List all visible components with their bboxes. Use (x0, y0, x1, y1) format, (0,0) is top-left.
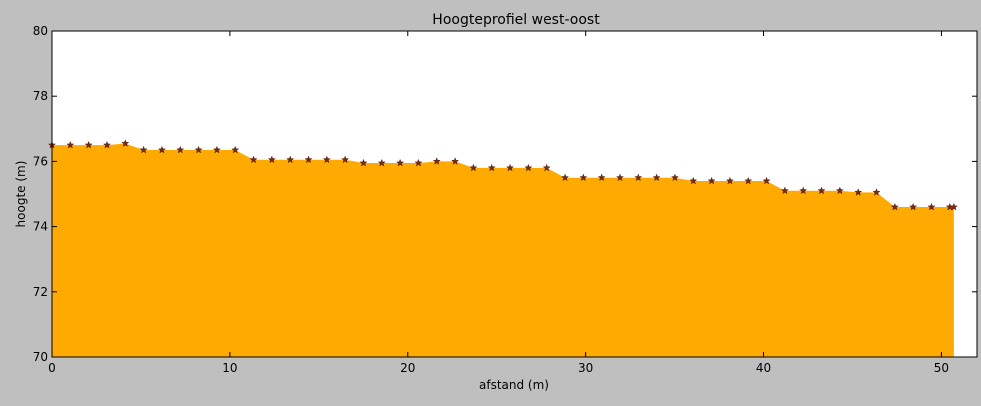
data-point-27 (542, 163, 551, 172)
x-axis-title: afstand (m) (479, 378, 549, 392)
data-point-42 (817, 186, 826, 195)
data-point-33 (652, 173, 661, 182)
data-point-13 (286, 155, 295, 164)
data-point-12 (267, 155, 276, 164)
y-tick-label-2: 74 (33, 220, 48, 234)
data-point-22 (451, 157, 460, 165)
data-point-37 (725, 176, 734, 185)
y-axis-title: hoogte (m) (14, 161, 28, 228)
data-point-47 (909, 202, 918, 211)
data-point-17 (359, 158, 368, 167)
data-point-4 (121, 139, 130, 147)
data-point-32 (634, 173, 643, 182)
data-point-7 (176, 145, 185, 154)
data-point-45 (872, 188, 881, 196)
data-point-1 (66, 140, 75, 149)
x-tick-label-5: 50 (934, 361, 949, 375)
data-point-44 (854, 188, 863, 196)
data-point-14 (304, 155, 313, 164)
y-tick-label-4: 78 (33, 89, 48, 103)
data-point-48 (927, 202, 936, 211)
data-point-28 (561, 173, 569, 182)
y-tick-label-1: 72 (33, 285, 48, 299)
data-point-8 (194, 145, 203, 154)
data-point-23 (469, 163, 478, 172)
data-point-38 (744, 176, 753, 185)
data-point-39 (762, 176, 771, 185)
data-point-9 (212, 145, 221, 154)
data-point-35 (689, 176, 698, 185)
data-point-46 (890, 202, 899, 211)
data-point-29 (579, 173, 588, 182)
data-point-43 (835, 186, 844, 195)
data-point-11 (249, 155, 258, 164)
elevation-area (52, 143, 954, 357)
data-point-18 (377, 158, 386, 167)
data-point-31 (616, 173, 624, 182)
x-tick-label-2: 20 (400, 361, 415, 375)
data-point-2 (84, 140, 93, 149)
data-point-15 (322, 155, 331, 164)
data-point-3 (102, 140, 111, 149)
data-point-30 (597, 173, 606, 182)
plot-frame (51, 30, 978, 358)
data-point-41 (799, 186, 808, 195)
x-tick-label-1: 10 (222, 361, 237, 375)
data-point-20 (414, 158, 423, 167)
data-point-25 (506, 163, 515, 172)
chart-title: Hoogteprofiel west-oost (432, 12, 600, 28)
x-tick-label-4: 40 (756, 361, 771, 375)
y-tick-label-3: 76 (33, 154, 48, 168)
data-point-10 (231, 145, 240, 154)
x-tick-label-0: 0 (48, 361, 56, 375)
data-point-21 (432, 157, 441, 165)
y-tick-label-5: 80 (33, 24, 48, 38)
axis-layer: 0 10 20 30 40 50 70 72 74 76 78 80 (33, 24, 978, 375)
data-point-36 (707, 176, 716, 185)
data-point-26 (524, 163, 533, 172)
data-point-50 (949, 202, 958, 211)
plot-layer (48, 31, 977, 357)
data-point-5 (139, 145, 148, 154)
data-point-40 (780, 186, 789, 195)
data-point-34 (670, 173, 679, 182)
data-point-16 (341, 155, 350, 164)
x-tick-label-3: 30 (578, 361, 593, 375)
y-tick-label-0: 70 (33, 350, 48, 364)
data-point-6 (157, 145, 166, 154)
data-point-24 (487, 163, 496, 172)
data-point-19 (396, 158, 405, 167)
